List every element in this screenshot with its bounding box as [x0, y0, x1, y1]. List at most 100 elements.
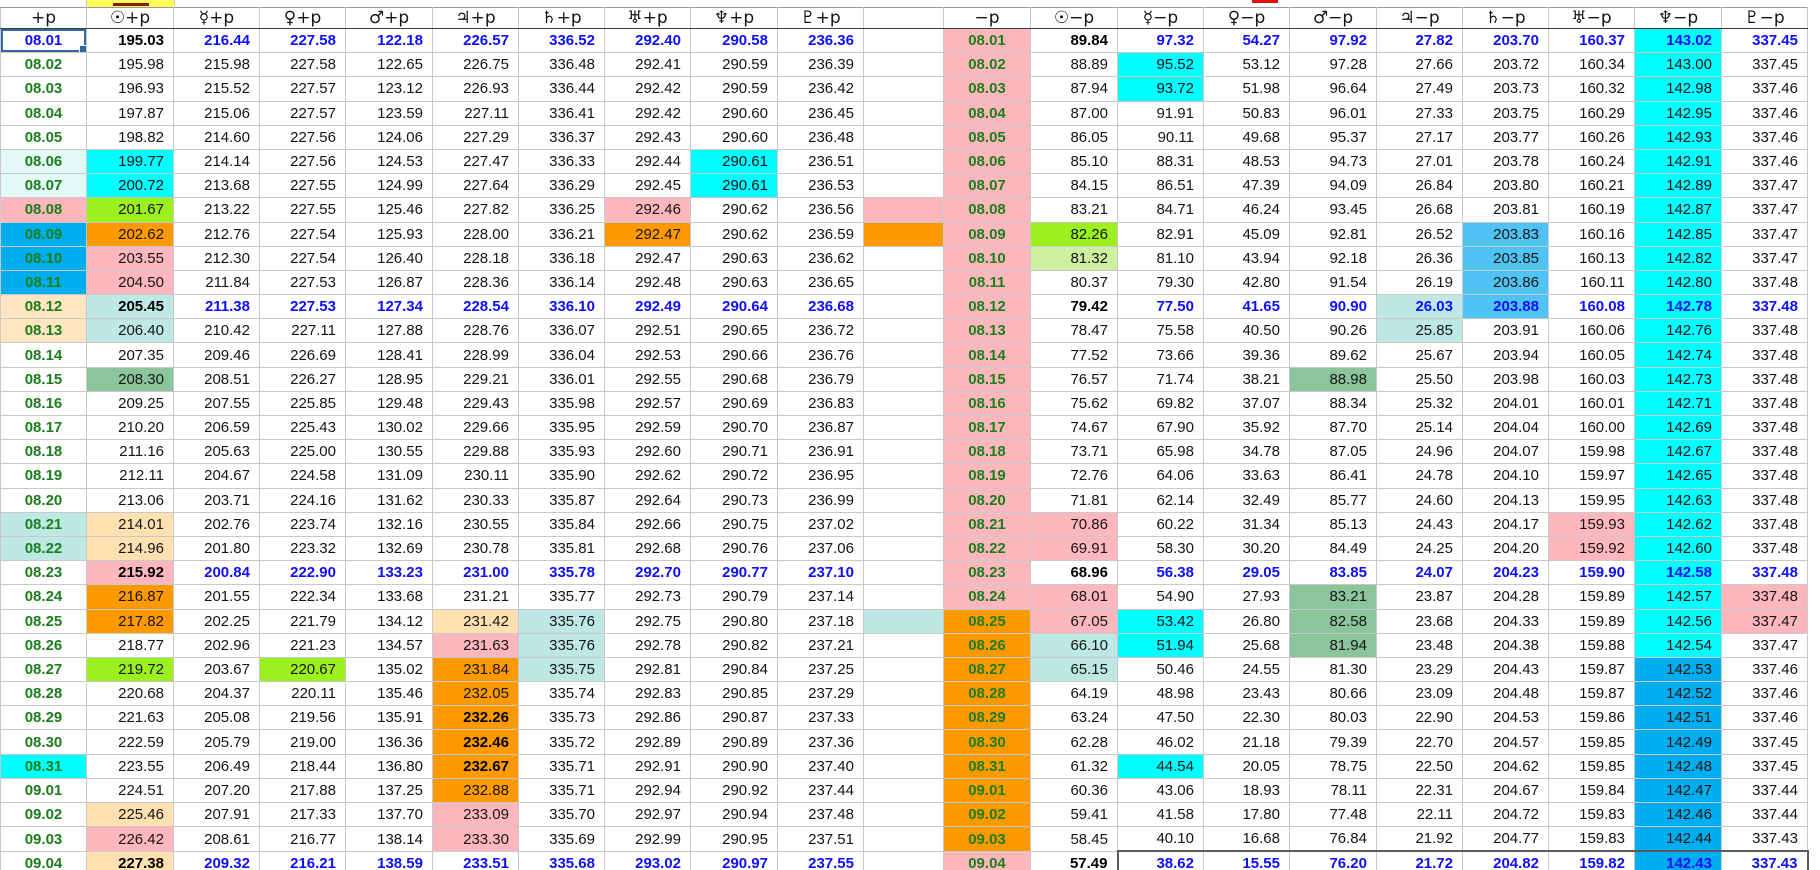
date-cell[interactable]: 08.17 [0, 414, 87, 441]
cell[interactable]: 62.28 [1030, 729, 1118, 755]
cell[interactable]: 18.93 [1203, 777, 1290, 804]
date-cell[interactable]: 08.15 [0, 366, 87, 392]
cell[interactable]: 236.36 [777, 27, 864, 54]
cell[interactable]: 337.46 [1721, 681, 1808, 707]
spacer-cell[interactable] [863, 173, 944, 199]
cell[interactable]: 292.47 [604, 221, 691, 247]
cell[interactable]: 142.56 [1634, 608, 1722, 634]
cell[interactable]: 336.29 [518, 173, 605, 199]
cell[interactable]: 336.48 [518, 52, 605, 78]
cell[interactable]: 204.17 [1462, 511, 1549, 537]
cell[interactable]: 88.31 [1117, 148, 1204, 175]
cell[interactable]: 138.59 [345, 850, 433, 870]
cell[interactable]: 64.19 [1030, 681, 1118, 707]
cell[interactable]: 236.95 [777, 463, 864, 489]
cell[interactable]: 208.30 [86, 366, 174, 392]
date-cell[interactable]: 08.21 [943, 511, 1031, 537]
cell[interactable]: 135.46 [345, 681, 433, 707]
cell[interactable]: 292.66 [604, 511, 691, 537]
cell[interactable]: 22.11 [1376, 801, 1463, 828]
cell[interactable]: 337.48 [1721, 463, 1808, 489]
cell[interactable]: 207.91 [173, 801, 260, 828]
cell[interactable]: 237.18 [777, 608, 864, 634]
cell[interactable]: 335.98 [518, 390, 605, 417]
cell[interactable]: 81.94 [1289, 632, 1377, 658]
cell[interactable]: 61.32 [1030, 753, 1118, 779]
spacer-cell[interactable] [863, 366, 944, 392]
cell[interactable]: 205.45 [86, 294, 174, 320]
cell[interactable]: 24.07 [1376, 560, 1463, 586]
cell[interactable]: 290.63 [690, 245, 778, 271]
spacer-cell[interactable] [863, 681, 944, 707]
cell[interactable]: 48.53 [1203, 148, 1290, 175]
cell[interactable]: 54.90 [1117, 584, 1204, 610]
cell[interactable]: 292.68 [604, 535, 691, 562]
cell[interactable]: 337.46 [1721, 148, 1808, 175]
cell[interactable]: 222.34 [259, 584, 346, 610]
cell[interactable]: 26.03 [1376, 294, 1463, 320]
fill-handle[interactable] [79, 45, 86, 52]
cell[interactable]: 34.78 [1203, 439, 1290, 465]
cell[interactable]: 222.59 [86, 729, 174, 755]
cell[interactable]: 207.20 [173, 777, 260, 804]
cell[interactable]: 226.69 [259, 342, 346, 368]
cell[interactable]: 204.72 [1462, 801, 1549, 828]
cell[interactable]: 227.64 [432, 173, 519, 199]
cell[interactable]: 335.81 [518, 535, 605, 562]
header-cell[interactable]: ♃−p [1376, 7, 1463, 29]
cell[interactable]: 292.49 [604, 294, 691, 320]
cell[interactable]: 215.52 [173, 76, 260, 102]
cell[interactable]: 21.92 [1376, 826, 1463, 852]
cell[interactable]: 337.48 [1721, 390, 1808, 417]
cell[interactable]: 53.42 [1117, 608, 1204, 634]
cell[interactable]: 205.08 [173, 705, 260, 731]
cell[interactable]: 335.70 [518, 801, 605, 828]
cell[interactable]: 90.90 [1289, 294, 1377, 320]
cell[interactable]: 38.21 [1203, 366, 1290, 392]
cell[interactable]: 337.44 [1721, 801, 1808, 828]
cell[interactable]: 84.71 [1117, 197, 1204, 223]
spacer-cell[interactable] [863, 197, 944, 223]
cell[interactable]: 129.48 [345, 390, 433, 417]
cell[interactable]: 337.48 [1721, 439, 1808, 465]
date-cell[interactable]: 08.09 [0, 221, 87, 247]
cell[interactable]: 73.66 [1117, 342, 1204, 368]
cell[interactable]: 199.77 [86, 148, 174, 175]
cell[interactable]: 87.00 [1030, 100, 1118, 126]
cell[interactable]: 335.84 [518, 511, 605, 537]
spacer-cell[interactable] [863, 100, 944, 126]
cell[interactable]: 142.82 [1634, 245, 1722, 271]
cell[interactable]: 290.58 [690, 27, 778, 54]
date-cell[interactable]: 08.14 [0, 342, 87, 368]
cell[interactable]: 58.45 [1030, 826, 1118, 852]
cell[interactable]: 216.87 [86, 584, 174, 610]
cell[interactable]: 335.93 [518, 439, 605, 465]
cell[interactable]: 84.49 [1289, 535, 1377, 562]
cell[interactable]: 142.47 [1634, 777, 1722, 804]
cell[interactable]: 218.77 [86, 632, 174, 658]
date-cell[interactable]: 09.04 [943, 850, 1031, 870]
cell[interactable]: 204.53 [1462, 705, 1549, 731]
date-cell[interactable]: 08.05 [0, 124, 87, 150]
cell[interactable]: 290.76 [690, 535, 778, 562]
cell[interactable]: 142.58 [1634, 560, 1722, 586]
date-cell[interactable]: 08.25 [943, 608, 1031, 634]
cell[interactable]: 202.76 [173, 511, 260, 537]
cell[interactable]: 336.44 [518, 76, 605, 102]
cell[interactable]: 72.76 [1030, 463, 1118, 489]
date-cell[interactable]: 08.29 [0, 705, 87, 731]
date-cell[interactable]: 08.16 [0, 390, 87, 417]
cell[interactable]: 142.53 [1634, 656, 1722, 683]
header-cell[interactable]: +p [0, 7, 87, 29]
cell[interactable]: 213.22 [173, 197, 260, 223]
cell[interactable]: 35.92 [1203, 414, 1290, 441]
date-cell[interactable]: 08.03 [943, 76, 1031, 102]
cell[interactable]: 142.46 [1634, 801, 1722, 828]
cell[interactable]: 226.75 [432, 52, 519, 78]
cell[interactable]: 206.49 [173, 753, 260, 779]
cell[interactable]: 23.68 [1376, 608, 1463, 634]
cell[interactable]: 227.38 [86, 850, 174, 870]
spacer-cell[interactable] [863, 656, 944, 683]
cell[interactable]: 337.48 [1721, 414, 1808, 441]
cell[interactable]: 142.43 [1634, 850, 1722, 870]
